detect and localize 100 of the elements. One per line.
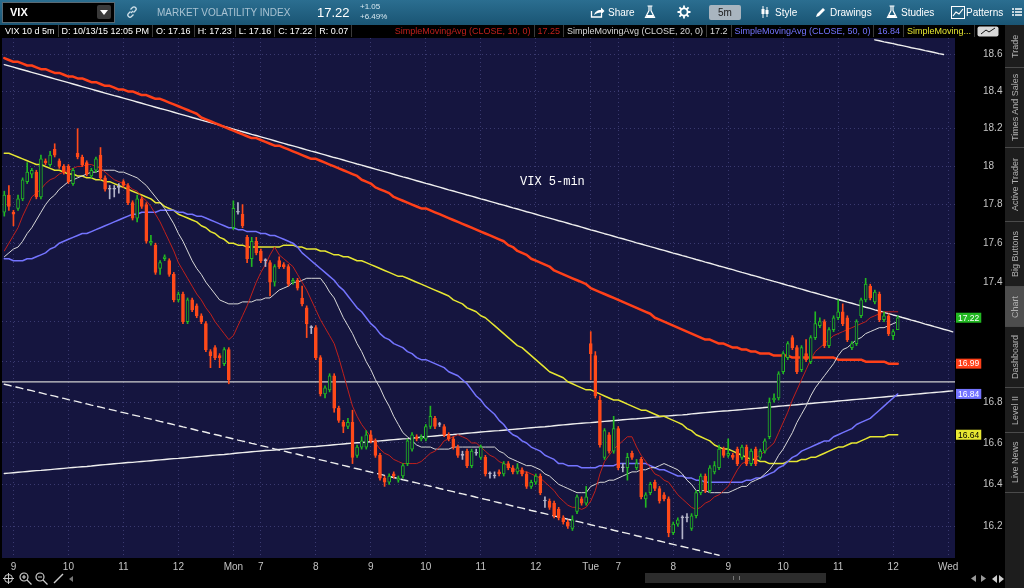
candlestick <box>561 515 566 525</box>
candlestick <box>249 237 254 267</box>
candlestick <box>268 260 272 297</box>
candlestick <box>749 448 753 466</box>
candlestick <box>859 297 863 319</box>
candlestick <box>277 256 282 269</box>
candlestick <box>144 202 149 244</box>
candlestick <box>708 465 712 493</box>
text: L: 17.16 <box>235 25 276 37</box>
text: D: 10/13/15 12:05 PM <box>58 25 154 37</box>
candlestick <box>726 438 731 458</box>
x-tick-label: 12 <box>530 560 542 572</box>
annotation: 16.84 <box>958 388 980 399</box>
text: H: 17.23 <box>194 25 236 37</box>
candlestick <box>245 235 249 263</box>
candlestick <box>199 313 204 325</box>
text: Big Buttons <box>1005 222 1024 287</box>
candlestick <box>139 196 144 209</box>
candlestick <box>446 432 451 442</box>
text: SimpleMovingAvg (CLOSE, 20, 0) <box>564 25 707 37</box>
candlestick <box>836 299 840 321</box>
candlestick <box>103 175 107 192</box>
candlestick <box>872 289 877 305</box>
x-tick-label: Mon <box>223 560 244 572</box>
candlestick <box>364 430 369 450</box>
candlestick <box>511 465 515 475</box>
y-tick-label: 18 <box>983 160 995 172</box>
candlestick <box>456 444 460 458</box>
text: Live News <box>1005 433 1024 493</box>
text: Share <box>608 7 635 18</box>
candlestick <box>126 183 130 205</box>
text: Active Trader <box>1005 148 1024 222</box>
candlestick <box>698 473 703 496</box>
y-tick-label: 17.8 <box>983 198 1003 210</box>
candlestick <box>204 321 208 352</box>
text: Drawings <box>830 7 872 18</box>
candlestick <box>840 303 845 326</box>
candlestick <box>410 432 414 452</box>
candlestick <box>680 515 685 540</box>
candlestick <box>300 285 304 307</box>
candlestick <box>254 237 259 256</box>
candlestick <box>460 450 465 460</box>
y-tick-label: 18.4 <box>983 85 1003 97</box>
x-tick-label: Wed <box>937 560 959 572</box>
candlestick <box>401 463 405 479</box>
text: SimpleMoving... <box>903 25 975 37</box>
candlestick <box>355 444 359 458</box>
candlestick <box>730 452 735 460</box>
text: 17.25 <box>534 25 565 37</box>
candlestick <box>107 185 112 200</box>
candlestick <box>16 194 20 211</box>
candlestick <box>213 345 217 360</box>
candlestick <box>717 444 721 471</box>
x-tick-label: 8 <box>313 560 320 572</box>
text: SimpleMovingAvg (CLOSE, 50, 0) <box>731 25 875 37</box>
candlestick <box>112 185 117 198</box>
candlestick <box>158 260 162 275</box>
candlestick <box>492 471 497 479</box>
candlestick <box>39 154 43 200</box>
candlestick <box>845 315 850 342</box>
x-tick-label: 10 <box>420 560 432 572</box>
candlestick <box>584 486 588 506</box>
candlestick <box>763 438 767 454</box>
x-tick-label: 9 <box>368 560 375 572</box>
candlestick <box>378 452 382 481</box>
x-tick-label: Tue <box>582 560 600 572</box>
candlestick <box>566 519 570 529</box>
x-tick-label: 10 <box>777 560 790 572</box>
candlestick <box>575 494 579 514</box>
candlestick <box>226 347 231 385</box>
candlestick <box>43 158 48 165</box>
text: +1.05 <box>360 2 381 11</box>
candlestick <box>217 353 222 368</box>
candlestick <box>621 463 625 473</box>
text: +6.49% <box>360 12 388 21</box>
candlestick <box>671 521 676 536</box>
candlestick <box>84 160 89 177</box>
candlestick <box>488 471 492 479</box>
candlestick <box>895 315 900 330</box>
text: VIX <box>10 6 28 18</box>
x-tick-label: 11 <box>475 560 487 572</box>
candlestick <box>222 347 227 366</box>
text: Style <box>775 7 798 18</box>
text: Times And Sales <box>1005 68 1024 148</box>
candlestick <box>71 168 75 186</box>
candlestick <box>336 405 341 423</box>
candlestick <box>135 194 139 223</box>
candlestick <box>451 436 456 450</box>
candlestick <box>758 448 763 460</box>
candlestick <box>259 248 263 263</box>
text: O: 17.16 <box>153 25 195 37</box>
annotation: 16.64 <box>958 429 980 440</box>
candlestick <box>346 418 350 429</box>
candlestick <box>648 481 653 496</box>
candlestick <box>62 164 66 175</box>
text: Chart <box>1005 287 1024 327</box>
candlestick <box>804 339 808 362</box>
candlestick <box>442 424 446 438</box>
candlestick <box>639 457 643 500</box>
text: 17.2 <box>707 25 732 37</box>
